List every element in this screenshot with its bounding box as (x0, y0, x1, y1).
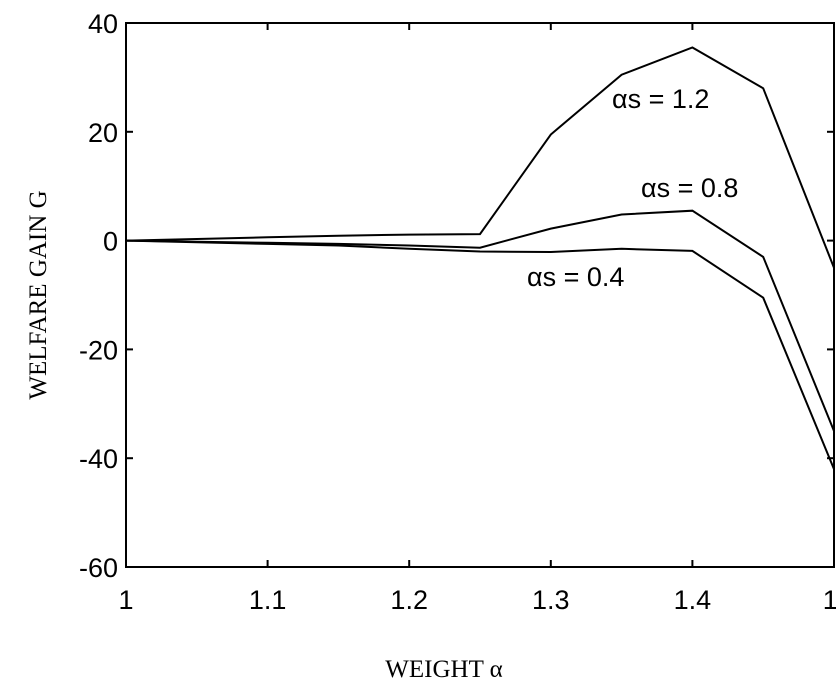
series-label-0: αs = 1.2 (612, 84, 709, 114)
series-label-2: αs = 0.4 (527, 262, 624, 292)
series-labels: αs = 1.2 αs = 0.8 αs = 0.4 (527, 84, 738, 292)
x-axis-title: WEIGHT α (385, 656, 502, 683)
y-tick-label: -60 (79, 553, 118, 583)
x-tick-label: 1.2 (390, 585, 428, 615)
series-lines (125, 46, 835, 470)
y-tick-label: -40 (79, 444, 118, 474)
series-line-2 (125, 239, 835, 470)
x-tick-label: 1 (118, 585, 133, 615)
y-axis-title: WELFARE GAIN G (25, 190, 52, 399)
x-tick-label: 1.1 (249, 585, 287, 615)
series-label-1: αs = 0.8 (641, 173, 738, 203)
tick-labels: 1 1.1 1.2 1.3 1.4 1. 40 20 0 -20 -40 -60 (79, 9, 836, 615)
y-tick-label: -20 (79, 335, 118, 365)
ticks (125, 22, 835, 568)
plot-frame (125, 22, 835, 568)
x-tick-label: 1. (823, 585, 836, 615)
x-tick-label: 1.4 (674, 585, 712, 615)
y-tick-label: 0 (103, 227, 118, 257)
x-tick-label: 1.3 (532, 585, 570, 615)
y-tick-label: 20 (88, 118, 118, 148)
y-tick-label: 40 (88, 9, 118, 39)
series-line-0 (125, 46, 835, 269)
